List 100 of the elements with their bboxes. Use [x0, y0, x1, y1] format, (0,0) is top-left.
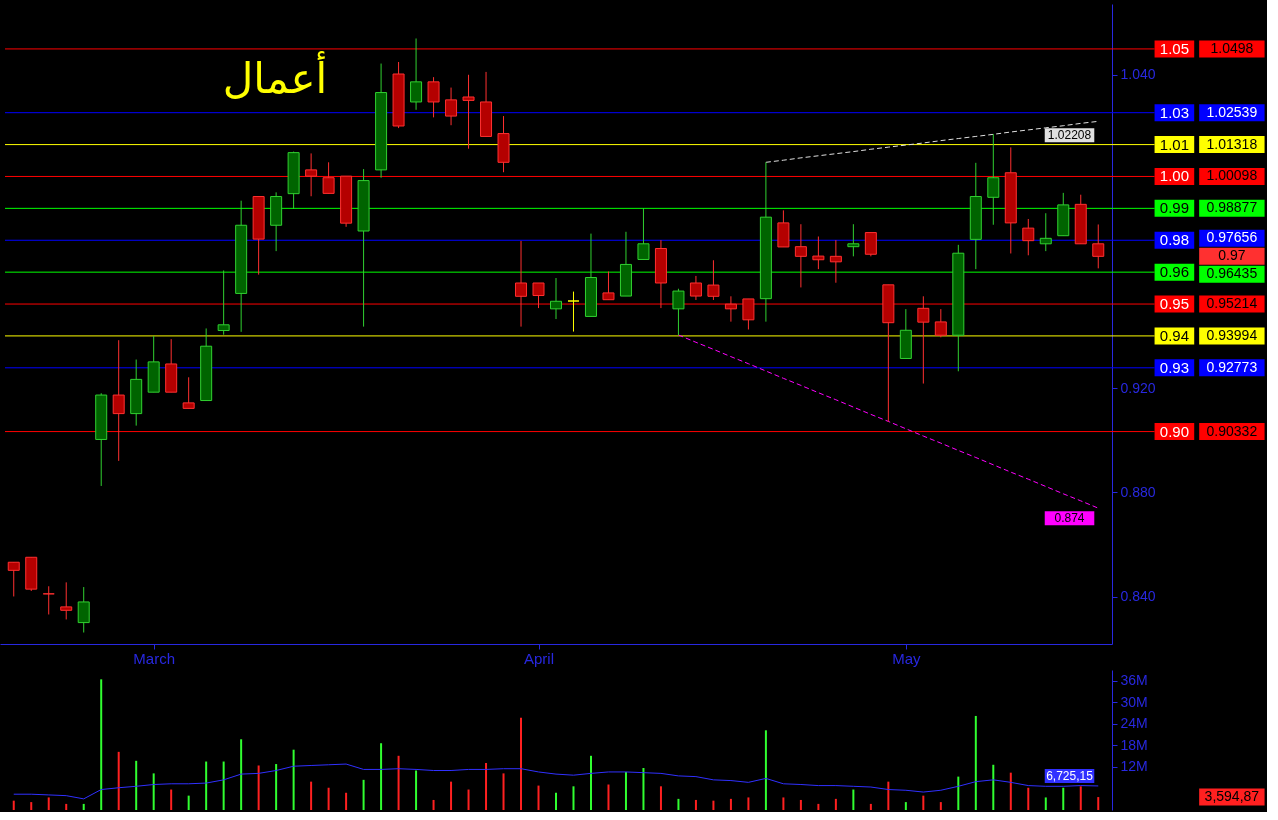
- bar: [415, 770, 418, 810]
- ref-line-label: 1.03: [1159, 103, 1189, 121]
- y-tick-label: 18M: [1120, 736, 1148, 753]
- bar: [642, 768, 645, 810]
- ref-line-label: 0.90: [1159, 422, 1189, 440]
- ref-line-label: 0.96: [1159, 263, 1189, 281]
- candlestick: [812, 235, 825, 270]
- candlestick: [689, 275, 702, 301]
- ref-line-label: 0.99: [1159, 199, 1189, 217]
- bar: [1079, 786, 1082, 810]
- bar: [152, 773, 155, 810]
- bar: [345, 792, 348, 810]
- bar: [957, 776, 960, 810]
- data-label: 6,725,15: [1046, 768, 1094, 783]
- candlestick: [602, 270, 615, 301]
- bar: [555, 792, 557, 810]
- candlestick: [864, 232, 877, 257]
- y-tick-label: 0.880: [1120, 483, 1156, 500]
- ref-line-label: 0.95: [1159, 295, 1189, 313]
- bar: [1097, 797, 1100, 810]
- x-tick-label: May: [892, 649, 922, 667]
- line-series: [677, 334, 1099, 509]
- line-series: [765, 120, 1099, 163]
- candlestick: [724, 295, 737, 323]
- x-tick-label: March: [133, 649, 176, 667]
- bar: [624, 771, 627, 810]
- text: 1.01318: [1206, 135, 1258, 152]
- candlestick: [305, 152, 318, 197]
- candlestick: [322, 161, 335, 194]
- ref-line-label: 0.98: [1159, 231, 1189, 249]
- bar: [380, 743, 383, 810]
- bar: [310, 781, 313, 810]
- bar: [887, 781, 890, 810]
- text: 0.97: [1218, 247, 1246, 264]
- candlestick: [60, 581, 73, 620]
- text: 1.02539: [1206, 103, 1258, 120]
- text: 0.95214: [1206, 295, 1258, 312]
- bar: [729, 798, 732, 810]
- data-label: 0.874: [1054, 511, 1085, 526]
- bar: [12, 800, 15, 810]
- bar: [1009, 772, 1012, 810]
- text: 0.90332: [1206, 422, 1258, 439]
- bar: [275, 764, 278, 810]
- bar: [257, 765, 260, 810]
- y-tick-label: 12M: [1120, 758, 1148, 775]
- bar: [222, 761, 225, 810]
- text: 0.96435: [1206, 265, 1258, 282]
- bar: [47, 797, 50, 810]
- bar: [834, 798, 837, 810]
- bar: [187, 795, 190, 810]
- bar: [974, 715, 977, 810]
- bar: [520, 717, 523, 810]
- candlestick: [934, 308, 947, 338]
- candlestick: [217, 269, 230, 336]
- bar: [362, 779, 365, 810]
- candlestick: [742, 298, 755, 330]
- candlestick: [567, 291, 580, 333]
- bar: [817, 803, 820, 810]
- y-tick-label: 0.920: [1120, 379, 1156, 396]
- candlestick: [427, 76, 440, 118]
- candlestick: [532, 282, 545, 309]
- bar: [589, 755, 592, 810]
- y-tick-label: 0.840: [1120, 588, 1156, 605]
- bar: [904, 802, 907, 810]
- bar: [747, 797, 750, 810]
- bar: [799, 799, 802, 810]
- candlestick: [1092, 223, 1105, 269]
- ref-line-label: 1.01: [1159, 135, 1189, 153]
- bar: [117, 751, 120, 810]
- candlestick: [77, 586, 90, 634]
- bar: [764, 730, 767, 810]
- bar: [100, 679, 103, 810]
- candlestick: [515, 240, 528, 328]
- candlestick: [1022, 218, 1035, 256]
- bar: [992, 764, 995, 810]
- bar: [659, 786, 662, 810]
- bar: [537, 785, 540, 810]
- candlestick: [794, 223, 807, 288]
- bar: [1044, 797, 1047, 810]
- candlestick: [462, 74, 475, 150]
- candlestick: [847, 223, 860, 257]
- text: 0.93994: [1206, 326, 1258, 343]
- candlestick: [550, 277, 562, 320]
- ref-line-label: 0.93: [1159, 358, 1189, 376]
- text: 1.00098: [1206, 167, 1258, 184]
- candlestick: [987, 133, 1000, 226]
- bar: [869, 803, 872, 810]
- data-label: 1.02208: [1047, 128, 1092, 143]
- candlestick: [829, 239, 842, 284]
- bar: [205, 761, 208, 810]
- candlestick: [672, 288, 685, 336]
- bar: [677, 798, 680, 810]
- candlestick: [707, 259, 720, 301]
- bar: [292, 749, 295, 810]
- candlestick: [42, 585, 55, 615]
- bar: [694, 799, 697, 810]
- bar: [922, 795, 925, 810]
- line-series: [13, 763, 1099, 800]
- ref-line-label: 1.05: [1159, 39, 1189, 57]
- candlestick: [410, 37, 423, 111]
